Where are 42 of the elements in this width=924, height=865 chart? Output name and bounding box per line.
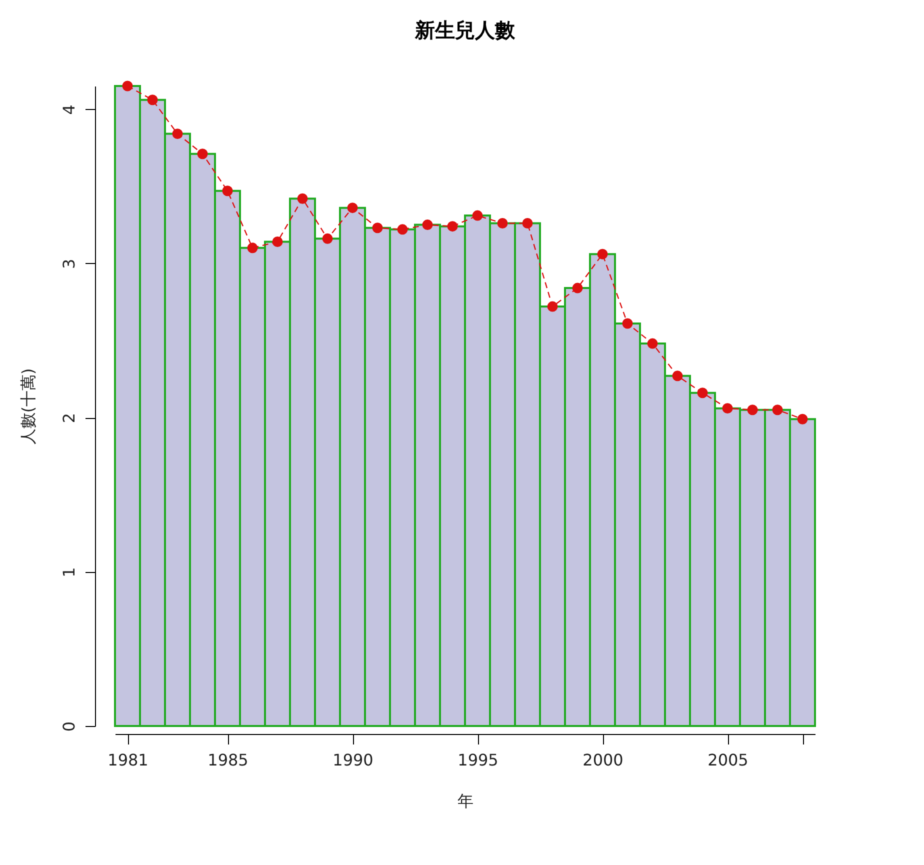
point [147, 94, 158, 106]
point [422, 220, 433, 230]
y-tick-label: 2 [60, 412, 78, 424]
point [647, 338, 658, 349]
y-axis-title: 人數(十萬) [18, 368, 38, 445]
point [797, 414, 808, 424]
point [522, 218, 533, 228]
point [772, 404, 783, 416]
x-tick-label: 2005 [708, 750, 748, 770]
point [547, 301, 558, 312]
point [322, 233, 333, 244]
point [497, 218, 508, 228]
point [472, 210, 483, 221]
point [447, 221, 458, 232]
y-tick-label: 1 [60, 567, 78, 578]
point [372, 222, 383, 234]
point [172, 128, 183, 140]
point [272, 236, 283, 247]
point [697, 388, 708, 398]
point [197, 148, 208, 160]
chart-title: 新生兒人數 [414, 18, 516, 42]
point [572, 282, 583, 294]
point [297, 193, 308, 204]
y-tick-label: 0 [60, 721, 78, 732]
x-tick-label: 1981 [108, 750, 148, 770]
y-tick-label: 4 [60, 104, 78, 115]
point [722, 403, 733, 414]
x-tick-label: 1985 [208, 750, 248, 770]
point [222, 186, 233, 196]
x-tick-label: 2000 [582, 750, 624, 770]
x-axis-title: 年 [458, 792, 474, 810]
point [247, 242, 258, 254]
point [122, 80, 133, 92]
point [622, 318, 633, 329]
point [597, 248, 608, 260]
point [397, 224, 408, 235]
x-tick-label: 1995 [458, 750, 498, 770]
point [672, 370, 683, 382]
point [747, 404, 758, 416]
point [347, 202, 358, 214]
x-tick-label: 1990 [332, 750, 374, 770]
y-tick-label: 3 [60, 258, 78, 269]
